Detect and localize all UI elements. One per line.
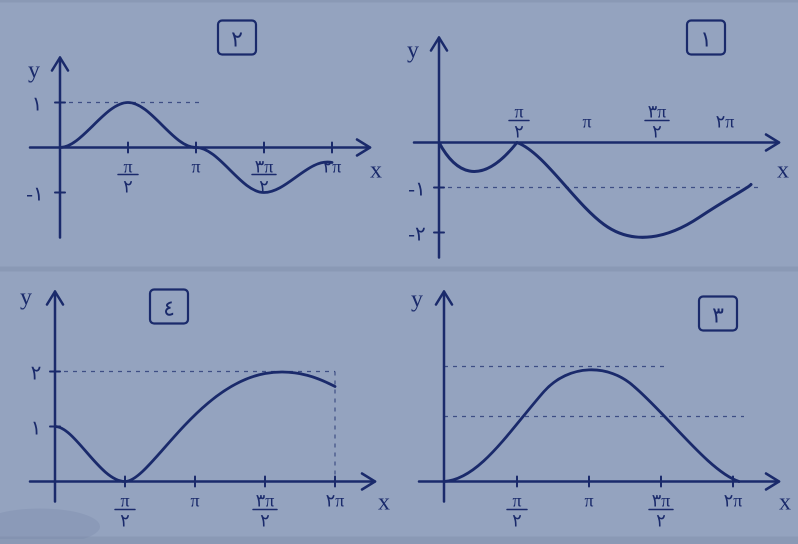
svg-text:y: y <box>20 285 32 311</box>
svg-text:π: π <box>190 491 199 511</box>
svg-text:٢π: ٢π <box>323 157 342 177</box>
svg-text:٢π: ٢π <box>724 491 743 511</box>
svg-text:-٢: -٢ <box>408 224 425 246</box>
svg-text:٣π: ٣π <box>256 491 275 511</box>
ytick-1: ١ <box>32 94 43 116</box>
x-axis-label: x <box>370 158 382 184</box>
svg-text:٢: ٢ <box>656 511 666 531</box>
svg-text:y: y <box>407 38 419 64</box>
svg-text:٢: ٢ <box>123 177 133 197</box>
svg-text:π: π <box>584 491 593 511</box>
svg-text:π: π <box>512 491 521 511</box>
svg-text:π: π <box>514 102 523 122</box>
svg-text:٢: ٢ <box>260 511 270 531</box>
svg-text:٢: ٢ <box>31 363 42 385</box>
page: ٢ y x ١ -١ <box>0 0 798 529</box>
svg-text:٢: ٢ <box>120 511 130 531</box>
svg-text:x: x <box>378 490 390 516</box>
svg-text:y: y <box>411 287 423 313</box>
svg-text:٢π: ٢π <box>326 491 345 511</box>
svg-text:٣π: ٣π <box>255 157 274 177</box>
y-axis-label: y <box>28 58 40 84</box>
svg-text:٢: ٢ <box>512 511 522 531</box>
panel-2: ٢ y x ١ -١ <box>0 0 399 269</box>
svg-text:٢: ٢ <box>514 122 524 142</box>
panel-1-index: ١ <box>700 27 712 52</box>
svg-text:٣π: ٣π <box>652 491 671 511</box>
svg-text:x: x <box>777 158 789 184</box>
svg-text:π: π <box>191 157 200 177</box>
svg-text:٣: ٣ <box>712 303 724 328</box>
panel-2-index: ٢ <box>231 27 243 52</box>
svg-text:x: x <box>779 490 791 516</box>
svg-text:٢π: ٢π <box>716 112 735 132</box>
svg-text:٤: ٤ <box>163 296 175 321</box>
panel-1: ١ y x -١ -٢ π ٢ π <box>399 0 798 269</box>
svg-text:π: π <box>120 491 129 511</box>
svg-text:-١: -١ <box>408 179 425 201</box>
svg-text:٣π: ٣π <box>648 102 667 122</box>
panel-3: ٣ y x π ٢ π ٣π <box>399 269 798 539</box>
panel-4: ٤ y x ١ ٢ π ٢ <box>0 269 399 539</box>
svg-text:π: π <box>582 112 591 132</box>
svg-text:٢: ٢ <box>652 122 662 142</box>
svg-text:١: ١ <box>31 418 42 440</box>
ytick--1: -١ <box>26 184 43 206</box>
svg-text:π: π <box>123 157 132 177</box>
panel-grid: ٢ y x ١ -١ <box>0 0 798 529</box>
